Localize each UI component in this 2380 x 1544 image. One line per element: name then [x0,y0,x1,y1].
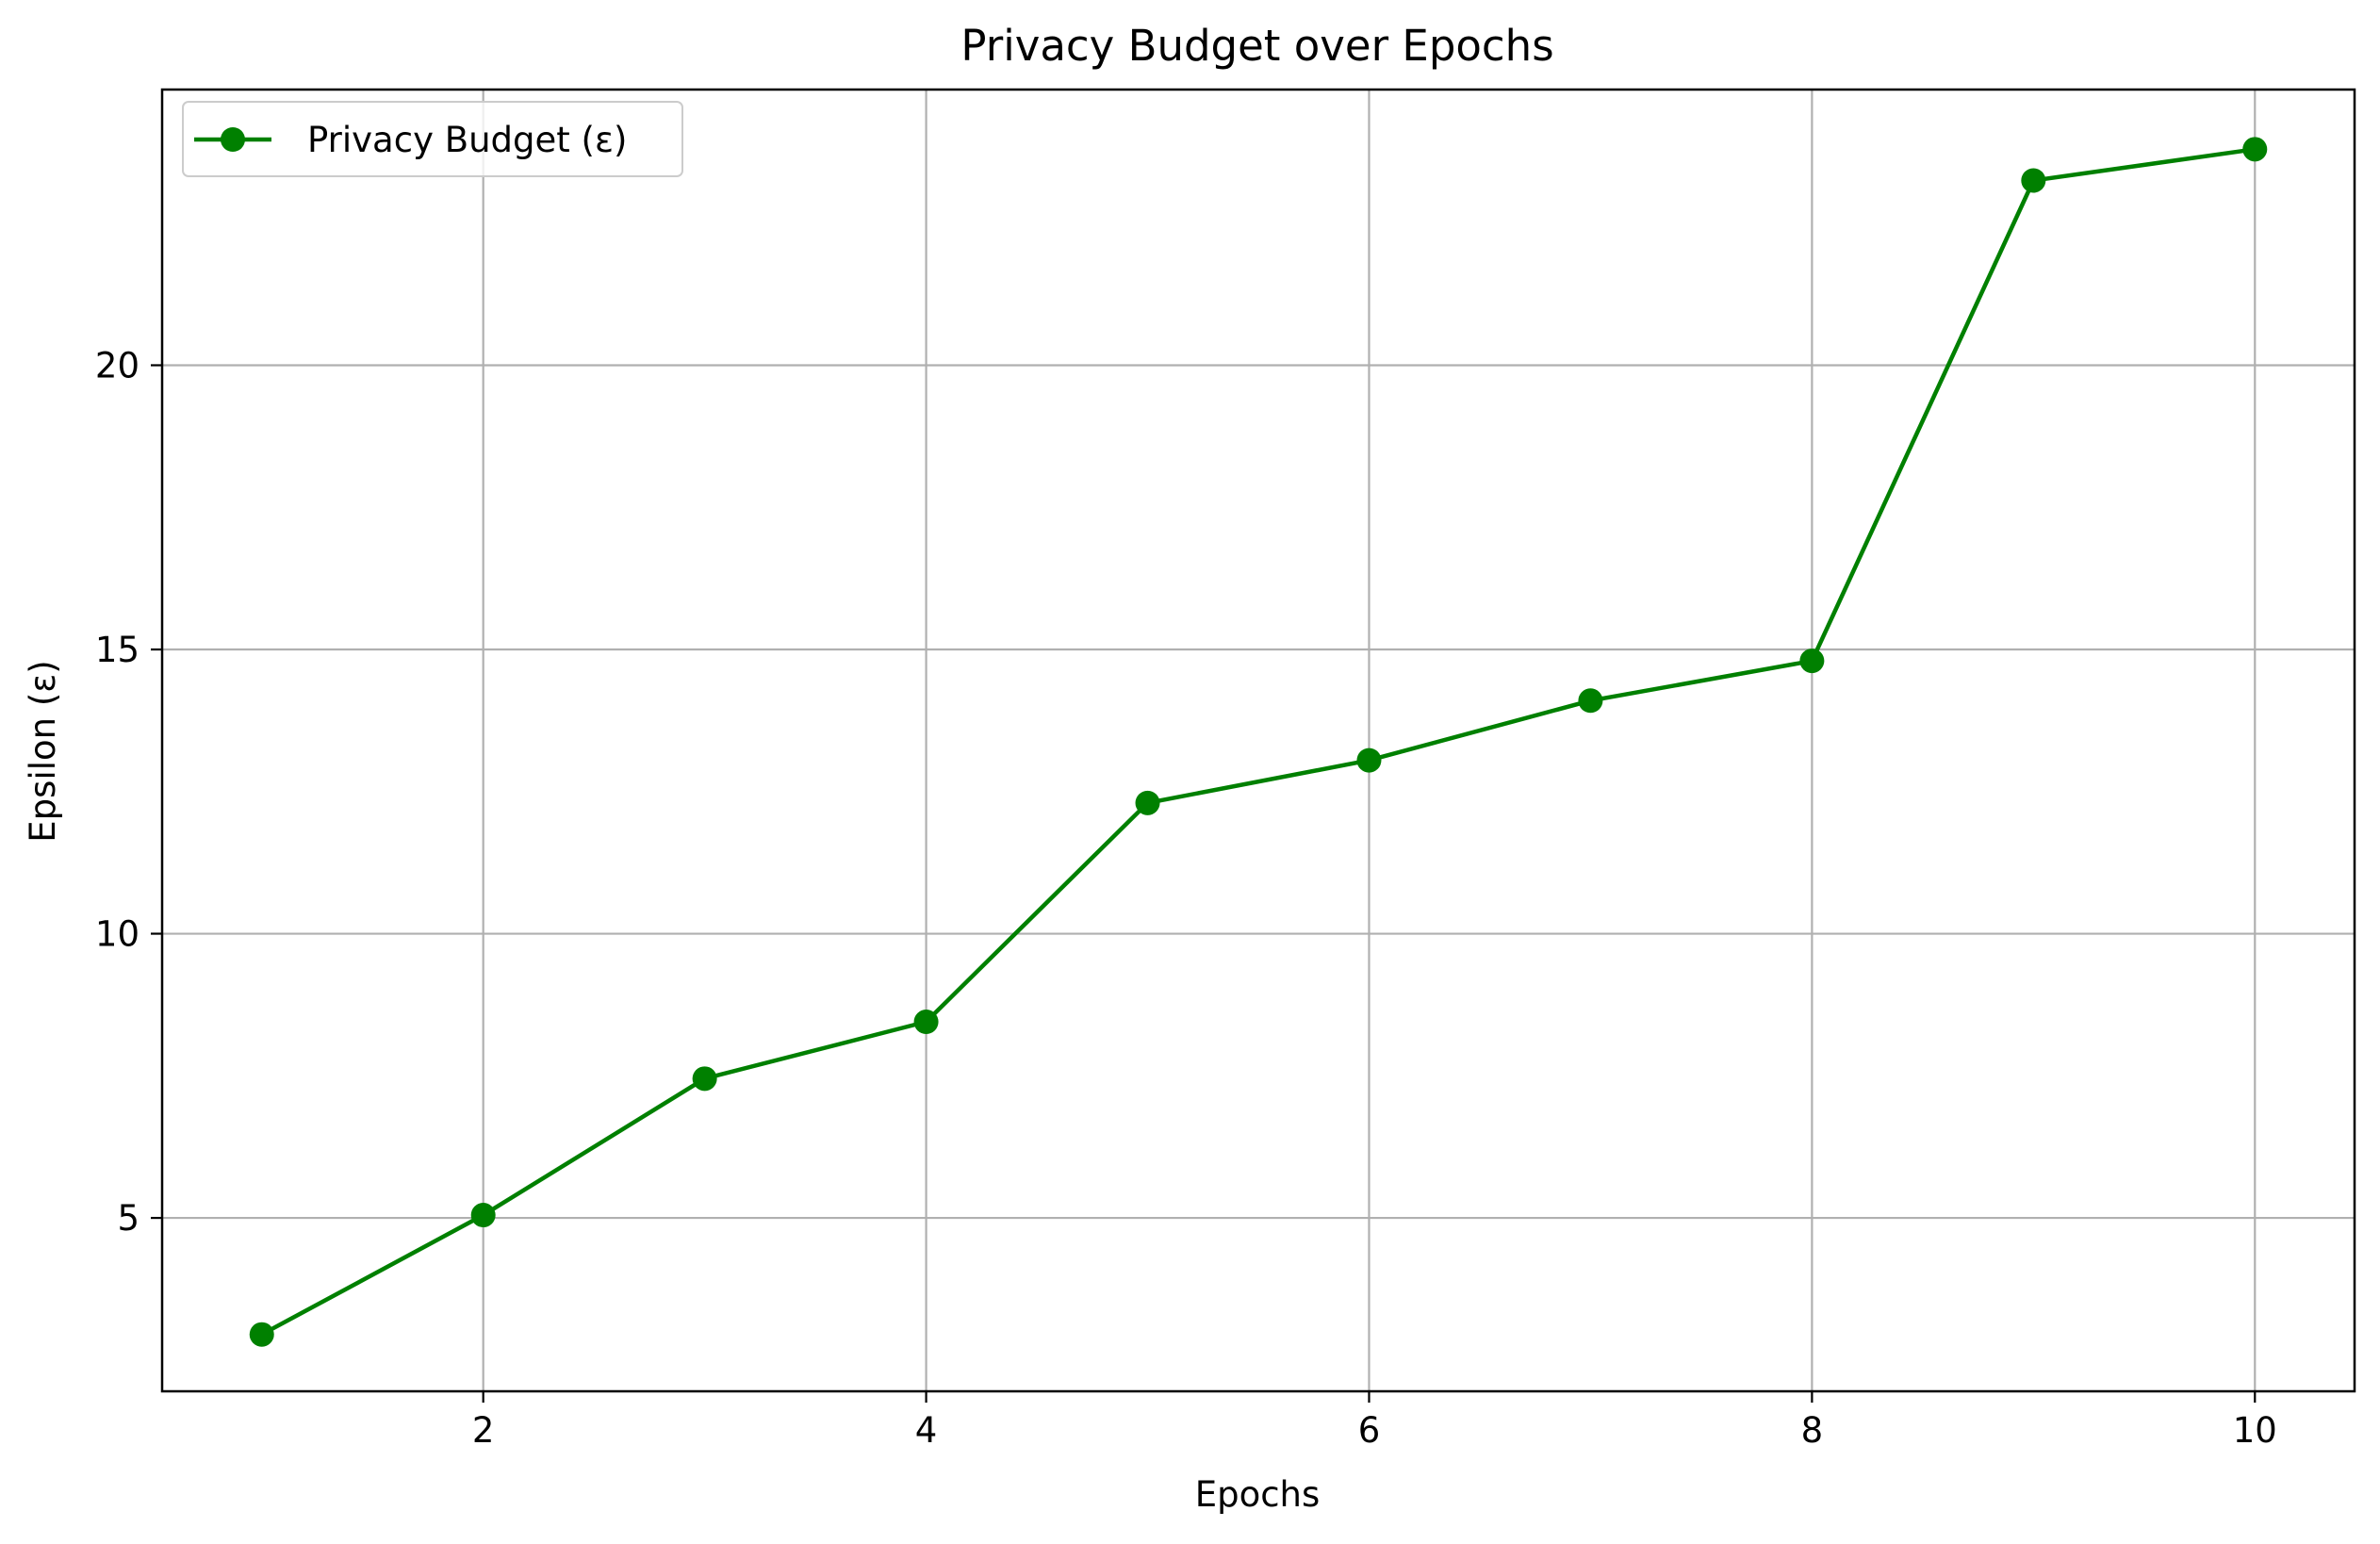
legend: Privacy Budget (ε) [182,101,683,177]
grid [162,90,2355,1391]
data-point [692,1066,717,1092]
data-point [470,1203,496,1228]
data-point [2242,137,2268,162]
x-tick-label: 4 [915,1410,938,1451]
axis-ticks: 2 4 6 8 10 5 10 15 20 [95,345,2277,1451]
series-line [260,147,2256,1337]
chart-title: Privacy Budget over Epochs [960,21,1553,71]
plot-series [249,137,2268,1347]
y-tick-label: 15 [95,630,140,670]
y-tick-label: 10 [95,914,140,955]
data-point [249,1322,274,1347]
x-tick-label: 6 [1358,1410,1381,1451]
data-point [1578,688,1603,714]
x-tick-label: 2 [472,1410,495,1451]
data-point [913,1010,939,1035]
legend-label-privacy-budget: Privacy Budget (ε) [307,120,627,160]
legend-marker-swatch [221,127,245,152]
y-axis-label: Epsilon (ε) [23,660,63,842]
legend-box [182,101,683,177]
data-point [1799,649,1825,674]
x-tick-label: 10 [2233,1410,2277,1451]
y-tick-label: 5 [117,1198,140,1239]
data-point [1356,747,1382,773]
data-point [1135,790,1160,815]
x-axis-label: Epochs [1195,1474,1321,1515]
x-tick-label: 8 [1801,1410,1824,1451]
y-tick-label: 20 [95,345,140,386]
data-point [2021,168,2046,193]
plot-frame [160,88,2356,1393]
